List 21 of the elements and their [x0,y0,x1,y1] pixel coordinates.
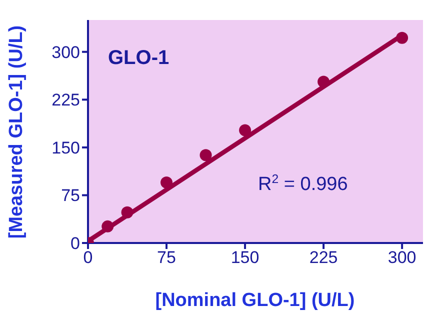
x-tick-label: 300 [388,248,416,268]
point [200,149,212,162]
y-tick-label: 300 [52,42,80,62]
point [396,32,408,44]
point [160,176,173,188]
point [239,124,252,136]
y-tick-label: 75 [61,186,80,206]
point [121,206,134,218]
y-tick-label: 225 [52,90,80,110]
x-tick-label: 225 [309,248,338,268]
point [102,220,114,232]
annotation: R$^{2}$ = 0.996 [258,172,348,195]
x-tick-label: 150 [230,248,260,268]
y-axis-title: [Measured GLO-1] (U/L) [6,25,27,239]
x-axis-title: [Nominal GLO-1] (U/L) [155,290,355,311]
y-tick-label: 0 [70,234,80,254]
x-tick-label: 75 [157,248,176,268]
annotation: GLO-1 [108,47,170,69]
y-tick-label: 150 [52,138,80,158]
x-tick-label: 0 [83,248,93,268]
point [318,76,330,88]
